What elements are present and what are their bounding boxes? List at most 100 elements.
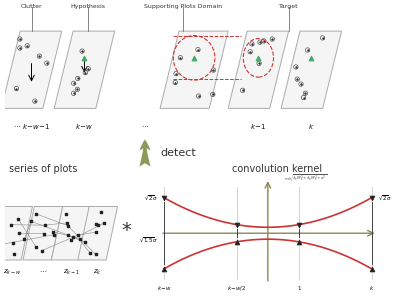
Polygon shape — [281, 31, 342, 108]
Point — [82, 70, 88, 75]
Point — [305, 48, 311, 52]
Text: $k\!-\!w$: $k\!-\!w$ — [75, 122, 93, 131]
Point — [300, 95, 307, 100]
Point — [210, 92, 216, 97]
Text: Hypothesis: Hypothesis — [71, 4, 106, 9]
Point — [71, 81, 77, 86]
Point — [74, 76, 81, 81]
Point — [249, 41, 255, 46]
Polygon shape — [78, 206, 117, 260]
Point — [71, 91, 77, 96]
Text: $\cdots$: $\cdots$ — [141, 122, 149, 128]
Text: convolution kernel: convolution kernel — [232, 164, 322, 174]
Text: $k\!-\!w/2$: $k\!-\!w/2$ — [227, 284, 246, 292]
Point — [240, 88, 246, 93]
Point — [10, 251, 17, 256]
Polygon shape — [160, 31, 228, 108]
Point — [32, 99, 38, 103]
Point — [67, 238, 74, 243]
Point — [302, 91, 309, 96]
Point — [320, 35, 326, 40]
Polygon shape — [54, 31, 115, 108]
Point — [93, 252, 99, 257]
Point — [44, 61, 50, 65]
Point — [298, 82, 304, 86]
Point — [269, 37, 275, 41]
Point — [17, 46, 23, 50]
Point — [0, 242, 6, 247]
Point — [195, 47, 201, 52]
Point — [82, 70, 88, 75]
Point — [17, 46, 23, 50]
Point — [36, 54, 43, 58]
Point — [21, 236, 28, 241]
Polygon shape — [228, 31, 289, 108]
Text: Clutter: Clutter — [21, 4, 42, 9]
Text: series of plots: series of plots — [9, 164, 77, 174]
Point — [50, 230, 57, 235]
Text: $1$: $1$ — [297, 284, 301, 292]
Point — [240, 88, 246, 93]
Text: $z_{k-w}$: $z_{k-w}$ — [3, 267, 22, 277]
Point — [0, 211, 5, 216]
Polygon shape — [23, 206, 63, 260]
Text: $k$: $k$ — [308, 122, 314, 131]
Point — [24, 44, 30, 48]
Point — [256, 61, 262, 66]
Polygon shape — [0, 206, 32, 260]
Point — [76, 237, 83, 242]
Point — [9, 241, 16, 246]
Point — [74, 87, 80, 92]
Point — [302, 91, 309, 96]
Point — [17, 37, 23, 41]
Text: *: * — [121, 221, 131, 240]
Text: Target: Target — [279, 4, 298, 9]
Point — [95, 222, 101, 227]
Text: $k\!-\!w$: $k\!-\!w$ — [156, 284, 171, 292]
Point — [195, 94, 202, 98]
Point — [257, 40, 263, 45]
Point — [257, 40, 263, 45]
Text: $k$: $k$ — [369, 284, 375, 292]
Text: Supporting Plots Domain: Supporting Plots Domain — [144, 4, 222, 9]
Point — [247, 50, 253, 54]
Point — [44, 61, 50, 65]
Point — [195, 94, 202, 98]
Point — [39, 248, 45, 253]
Point — [300, 95, 307, 100]
Point — [298, 82, 304, 86]
Text: $\cdots$: $\cdots$ — [39, 267, 47, 273]
Point — [51, 232, 57, 237]
Point — [28, 219, 34, 224]
Point — [13, 86, 20, 91]
Point — [79, 49, 85, 53]
Text: $z_{k-1}$: $z_{k-1}$ — [63, 267, 80, 277]
Point — [261, 39, 267, 44]
Point — [70, 235, 76, 240]
Polygon shape — [1, 31, 62, 108]
Point — [16, 231, 22, 236]
Polygon shape — [51, 206, 91, 260]
Point — [256, 61, 262, 66]
Point — [247, 50, 253, 54]
Point — [87, 250, 93, 255]
Point — [74, 87, 80, 92]
Text: $\sqrt{2}\sigma$: $\sqrt{2}\sigma$ — [144, 193, 158, 202]
Point — [172, 80, 178, 85]
Point — [71, 81, 77, 86]
Point — [210, 68, 217, 73]
Text: $\cdots$ $k\!-\!w\!-\!1$: $\cdots$ $k\!-\!w\!-\!1$ — [13, 122, 50, 131]
Point — [33, 245, 39, 250]
Point — [65, 223, 71, 228]
Point — [36, 54, 43, 58]
Point — [63, 212, 69, 216]
Point — [261, 39, 267, 44]
Point — [33, 212, 39, 216]
Text: detect: detect — [160, 148, 196, 158]
Text: $z_k$: $z_k$ — [93, 267, 102, 277]
Point — [41, 231, 47, 236]
Text: $\sqrt{2}\sigma$: $\sqrt{2}\sigma$ — [377, 193, 392, 202]
Point — [32, 99, 38, 103]
Point — [24, 44, 30, 48]
Point — [173, 71, 179, 76]
